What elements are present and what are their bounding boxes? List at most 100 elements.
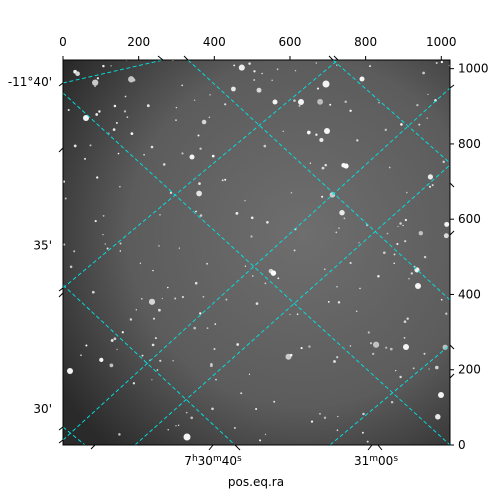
star	[337, 301, 341, 304]
x-axis-label: pos.eq.ra	[228, 475, 284, 489]
star	[329, 103, 332, 106]
star	[106, 247, 109, 250]
star	[178, 247, 181, 249]
star	[108, 132, 110, 134]
star	[197, 134, 200, 137]
grid-line	[329, 344, 450, 445]
star	[73, 144, 77, 148]
star	[341, 163, 346, 168]
star	[293, 249, 296, 252]
grid-line	[63, 60, 339, 289]
star	[102, 64, 105, 68]
star	[403, 344, 409, 350]
star	[255, 408, 258, 410]
grid-edge-tick	[58, 287, 64, 292]
grid-line	[187, 60, 450, 301]
star	[335, 231, 338, 234]
star	[277, 277, 280, 280]
star	[349, 109, 352, 113]
grid-edge-tick	[90, 444, 96, 450]
star	[198, 182, 201, 185]
star	[395, 369, 397, 372]
star	[119, 185, 121, 188]
star	[123, 110, 127, 113]
star	[431, 184, 434, 187]
star	[94, 220, 97, 223]
star	[338, 227, 340, 229]
star	[159, 213, 161, 216]
star	[201, 119, 207, 125]
star	[393, 253, 396, 256]
ra-tick-label-1: 7h30m40s	[184, 454, 242, 468]
star	[306, 130, 311, 135]
star	[206, 262, 209, 265]
star	[289, 313, 291, 316]
y-tick-label: 200	[458, 363, 481, 377]
star	[399, 222, 402, 225]
star	[367, 331, 370, 334]
star	[129, 318, 133, 321]
star	[225, 298, 228, 301]
star	[388, 166, 391, 169]
star	[193, 326, 197, 330]
star	[113, 337, 117, 341]
star	[210, 364, 213, 368]
star	[190, 416, 194, 420]
star	[356, 139, 359, 142]
star	[151, 379, 153, 381]
star	[174, 297, 177, 300]
star	[384, 128, 388, 132]
grid-edge-tick	[449, 84, 455, 89]
star	[263, 144, 267, 148]
star	[75, 71, 80, 77]
grid-edge-tick	[377, 444, 383, 451]
x-tick-label: 800	[354, 35, 377, 49]
star	[273, 400, 276, 403]
star	[382, 251, 386, 255]
y-tick-label: 600	[458, 212, 481, 226]
star	[321, 166, 325, 170]
star	[159, 359, 162, 362]
star	[252, 275, 254, 277]
y-tick-label: 0	[458, 438, 466, 452]
star	[440, 298, 443, 301]
star	[390, 400, 394, 404]
star	[400, 123, 403, 126]
grid-edge-tick	[449, 373, 455, 379]
star	[233, 64, 236, 67]
star	[64, 197, 67, 200]
star	[172, 360, 174, 362]
star	[244, 200, 246, 202]
star	[317, 98, 324, 105]
star	[403, 320, 407, 324]
grid-edge-tick	[58, 147, 64, 153]
star	[211, 407, 214, 411]
star	[240, 392, 243, 395]
star	[151, 343, 155, 347]
grid-line	[63, 92, 450, 445]
star	[372, 341, 380, 348]
x-tick-label: 400	[203, 35, 226, 49]
star	[355, 310, 358, 313]
star	[412, 367, 415, 370]
star	[422, 71, 425, 75]
star	[366, 440, 369, 443]
star	[132, 78, 136, 82]
star	[349, 261, 352, 265]
star	[175, 119, 177, 121]
star	[63, 243, 66, 246]
grid-line	[134, 164, 450, 445]
star	[396, 242, 399, 246]
star	[177, 424, 180, 427]
star	[110, 65, 112, 67]
star	[434, 365, 439, 370]
ra-tick-label-2: 31m00s	[354, 454, 398, 468]
star	[319, 413, 321, 415]
star	[423, 352, 426, 355]
star	[113, 104, 117, 108]
dec-tick-label: 35'	[33, 239, 52, 253]
star	[403, 337, 406, 339]
star	[336, 285, 338, 288]
star	[296, 313, 299, 316]
star	[130, 132, 134, 135]
